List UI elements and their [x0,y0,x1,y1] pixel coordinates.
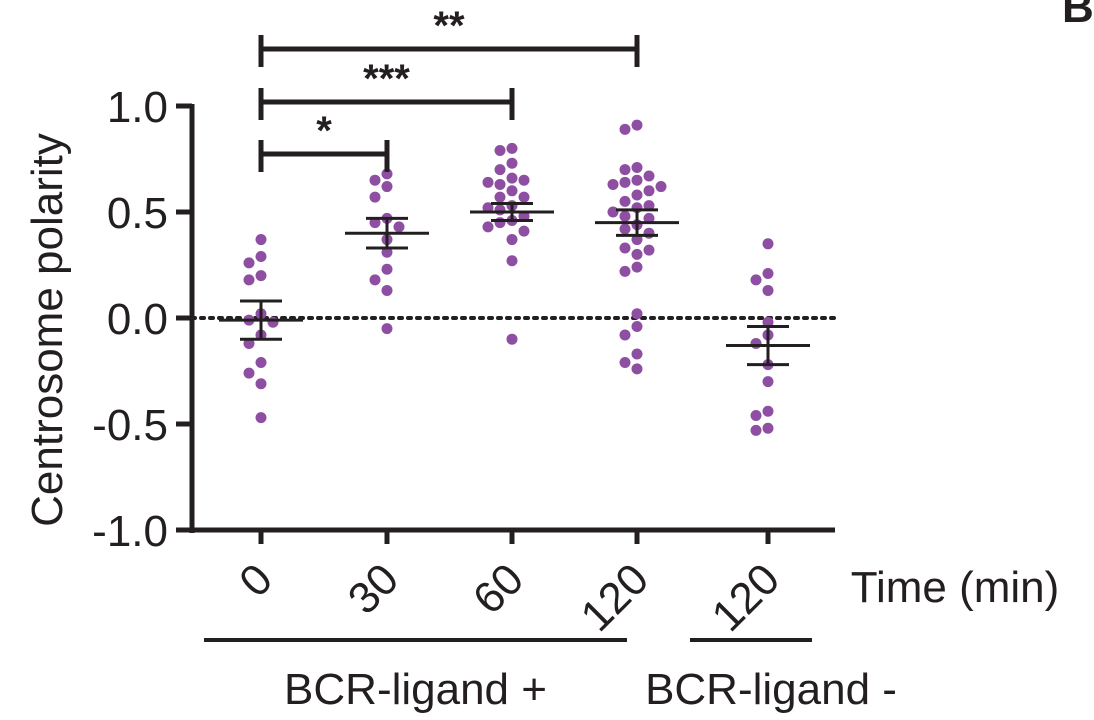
data-point [243,257,255,269]
plot-area: 1.00.50.0-0.5-1.00 30 60 120 120******BCR-li… [92,4,897,714]
data-point [762,376,774,388]
x-tick-label: 60 [464,554,533,623]
data-point [482,176,494,188]
data-point [643,227,655,239]
data-point [506,234,518,246]
data-point [631,320,643,332]
x-tick-label: 120 [703,554,790,641]
y-tick-label: 0.5 [107,189,168,238]
data-point [243,274,255,286]
data-point [506,333,518,345]
data-point [506,255,518,267]
data-point [619,210,631,222]
group-label: BCR-ligand + [284,665,547,714]
data-point [494,217,506,229]
data-point [619,223,631,235]
data-point [643,244,655,256]
data-point [255,412,267,424]
data-point [518,174,530,186]
data-point [381,284,393,296]
data-point [631,174,643,186]
data-point [607,178,619,190]
data-point [619,265,631,277]
data-point [255,251,267,263]
data-point [619,357,631,369]
data-point [255,234,267,246]
data-point [762,267,774,279]
data-point [494,145,506,157]
data-point [762,422,774,434]
significance-label: *** [363,57,410,101]
x-tick-label: 120 [572,554,659,641]
data-point [267,316,279,328]
x-axis-label: Time (min) [851,563,1060,612]
data-point [631,119,643,131]
data-point [506,157,518,169]
data-point [750,337,762,349]
data-point [393,221,405,233]
data-point [762,284,774,296]
x-tick-label: 0 [230,554,282,606]
data-point [518,225,530,237]
data-point [255,378,267,390]
data-point [494,204,506,216]
data-point [631,161,643,173]
data-point [506,185,518,197]
y-tick-label: 0.0 [107,295,168,344]
data-point [631,308,643,320]
data-point [482,221,494,233]
y-axis-label: Centrosome polarity [23,133,72,527]
y-tick-label: -1.0 [92,507,168,556]
x-tick-label: 30 [339,554,408,623]
significance-label: ** [433,4,465,48]
data-point [506,142,518,154]
data-point [518,191,530,203]
data-point [655,181,667,193]
data-point [243,367,255,379]
data-point [381,323,393,335]
data-point [619,195,631,207]
data-point [762,238,774,250]
data-point [494,178,506,190]
data-point [619,164,631,176]
data-point [381,168,393,180]
data-point [631,348,643,360]
data-point [381,181,393,193]
data-point [631,363,643,375]
data-point [381,263,393,275]
panel-letter: B [1062,0,1094,32]
y-tick-label: 1.0 [107,83,168,132]
data-point [762,405,774,417]
data-point [619,242,631,254]
data-point [631,189,643,201]
data-point [369,274,381,286]
data-point [643,170,655,182]
data-point [619,123,631,135]
data-point [750,424,762,436]
data-point [506,172,518,184]
data-point [750,410,762,422]
group-label: BCR-ligand - [645,665,897,714]
data-point [619,176,631,188]
data-point [494,164,506,176]
data-point [255,357,267,369]
data-point [631,261,643,273]
y-tick-label: -0.5 [92,401,168,450]
data-point [369,191,381,203]
data-point [619,329,631,341]
data-point [750,274,762,286]
data-point [643,185,655,197]
data-point [607,206,619,218]
significance-label: * [316,109,332,153]
data-point [631,248,643,260]
data-point [255,270,267,282]
data-point [494,191,506,203]
data-point [369,174,381,186]
